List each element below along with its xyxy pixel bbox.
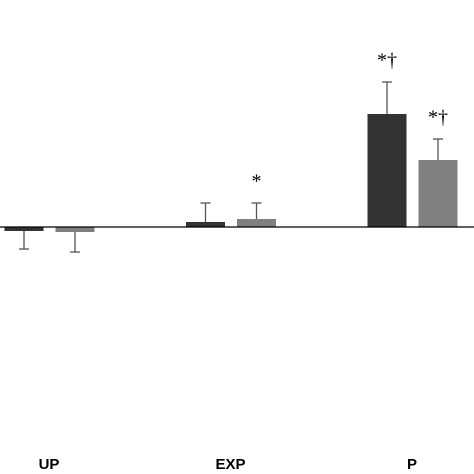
bar (418, 160, 458, 227)
annotation: * (252, 171, 262, 193)
annotation: *† (428, 107, 448, 129)
bar (4, 227, 44, 231)
bar (186, 222, 225, 227)
x-tick-label: EXP (215, 456, 245, 473)
x-tick-label: UP (39, 456, 60, 473)
bar (55, 227, 95, 232)
x-tick-label: P (407, 456, 417, 473)
bar (367, 114, 407, 227)
annotation: *† (377, 50, 397, 72)
bar (237, 219, 276, 227)
